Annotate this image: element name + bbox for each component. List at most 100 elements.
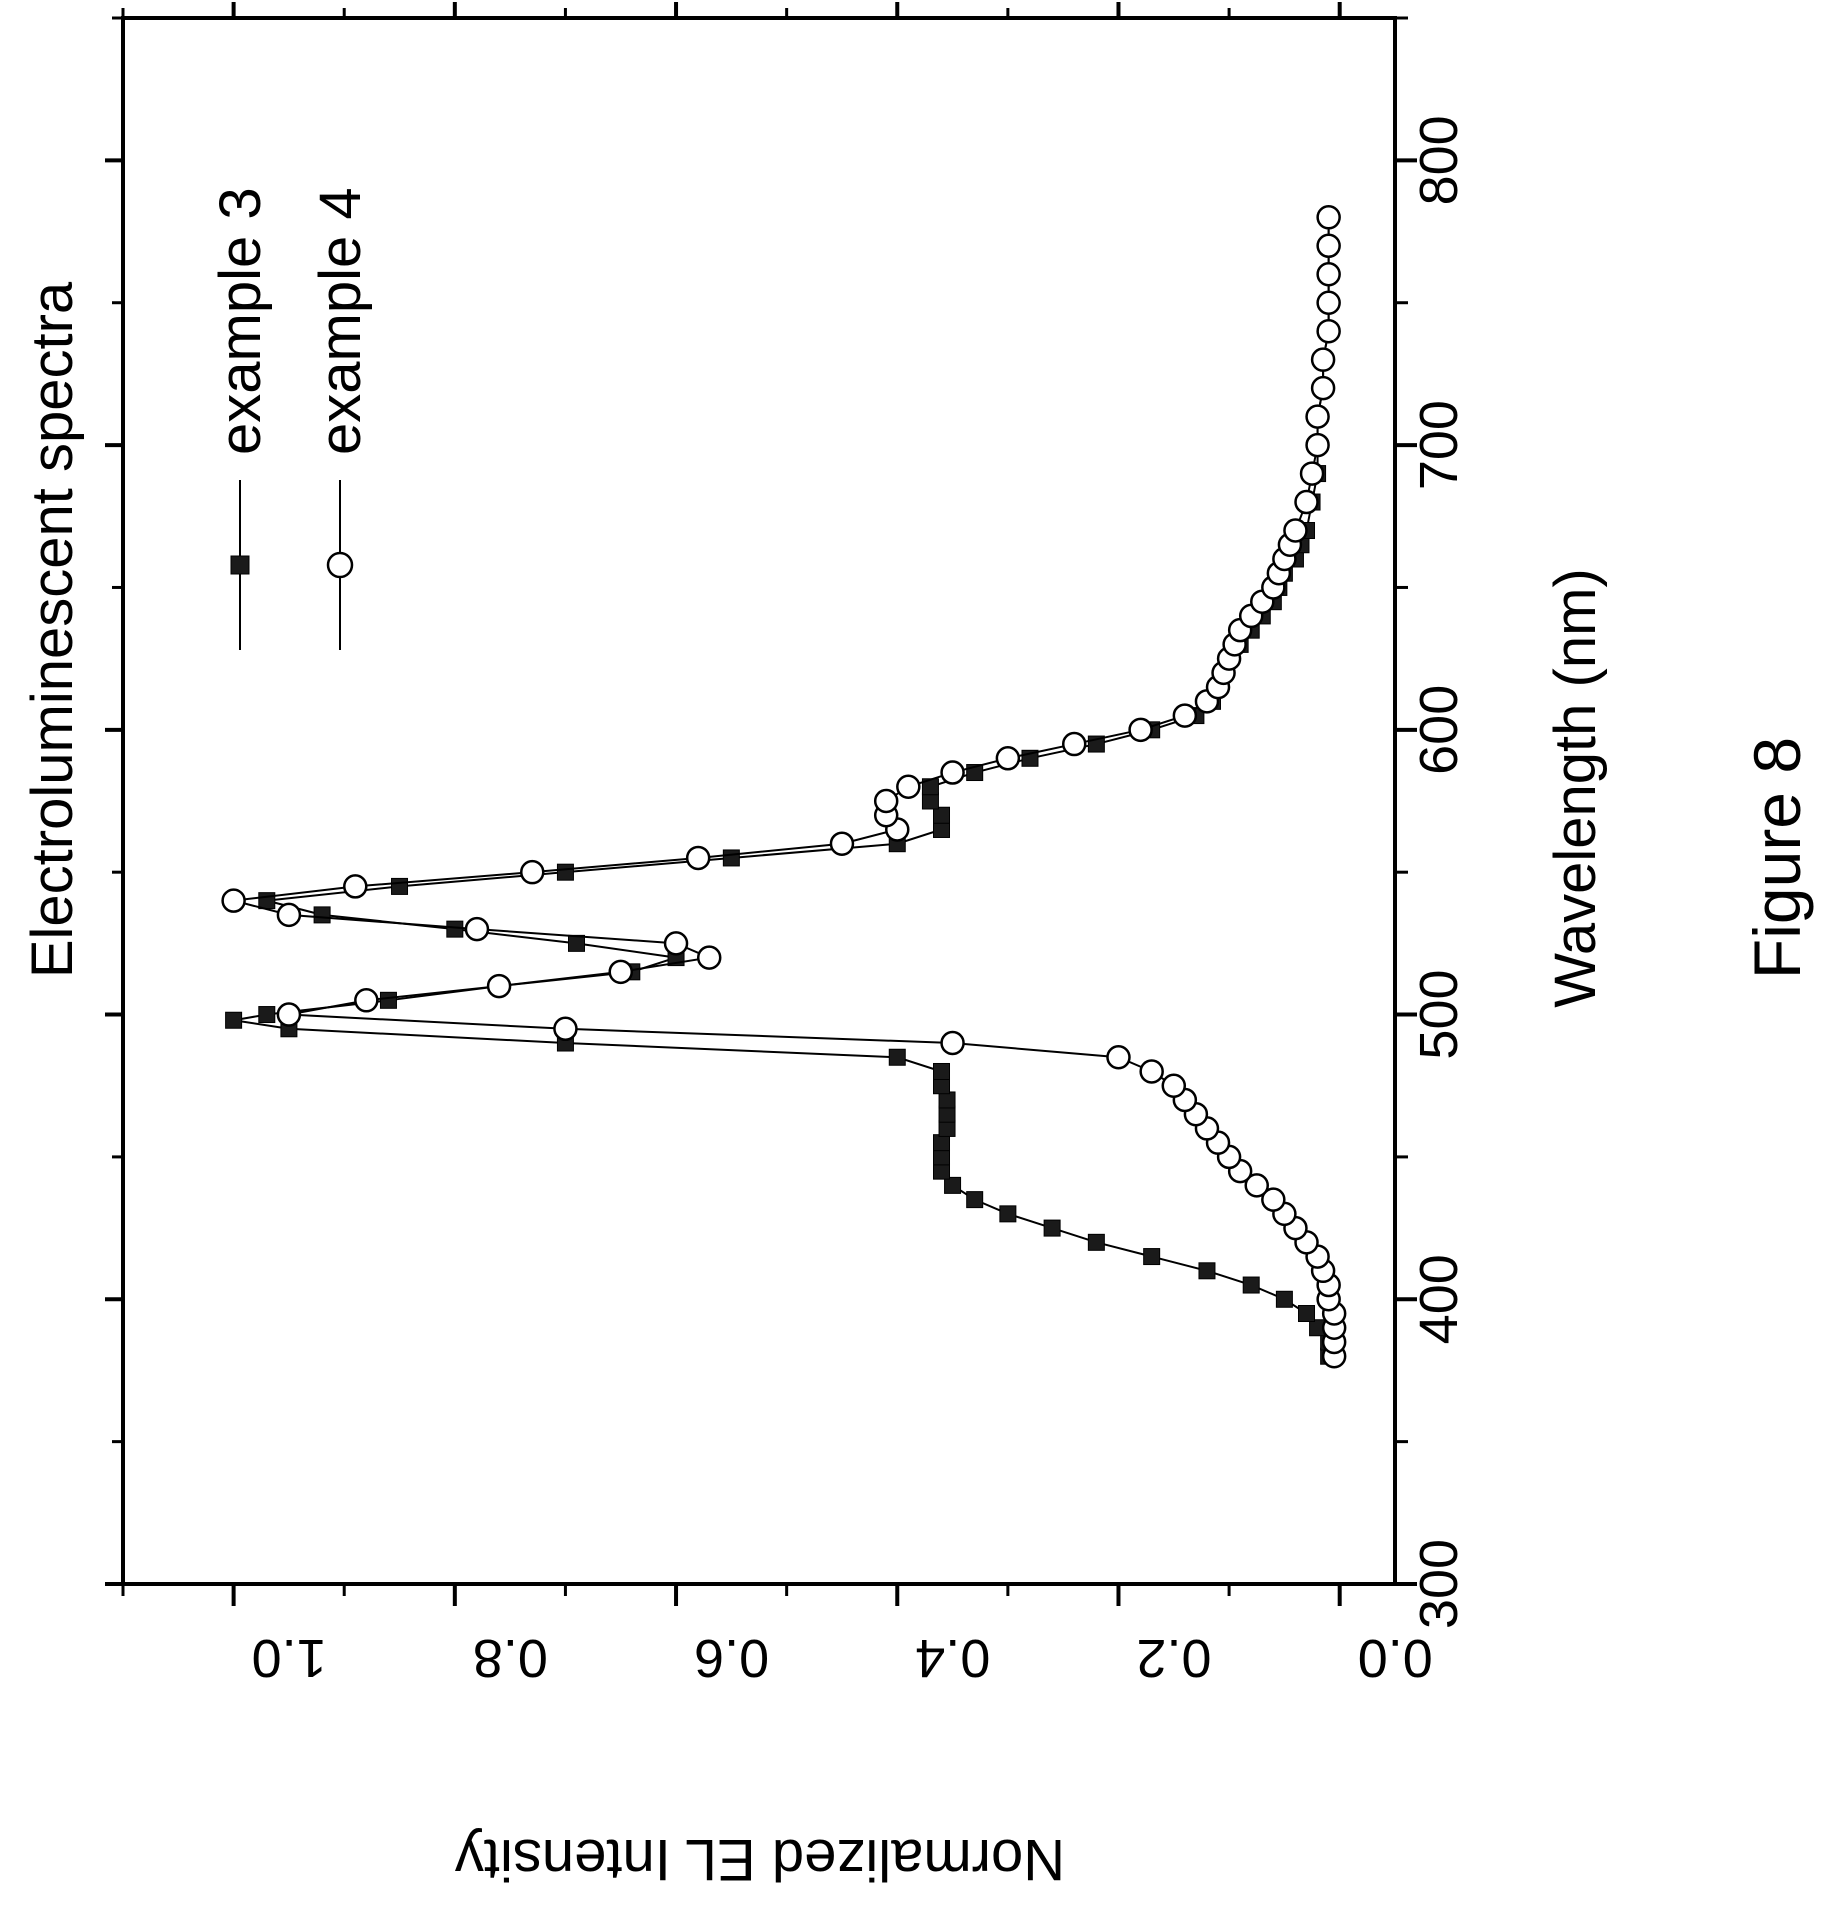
series-line	[233, 217, 1336, 1357]
x-tick-label: 400	[1409, 1254, 1469, 1344]
data-point-circle	[354, 988, 379, 1013]
data-point-square	[258, 1006, 276, 1024]
plot-area: 300 400 500 600 700 800 0.0 0.2 0.4 0.6 0.8 1.0 exa…	[105, 2, 1469, 1688]
series-layer	[221, 205, 1347, 1369]
data-point-circle	[1244, 1173, 1269, 1198]
axis-tick-labels: 300 400 500 600 700 800 0.0 0.2 0.4 0.6 0.8 1.0	[252, 115, 1469, 1688]
x-tick-label: 800	[1409, 115, 1469, 205]
data-point-square	[225, 1011, 243, 1029]
data-point-circle	[940, 760, 965, 785]
legend-label: example 3	[208, 187, 273, 455]
data-point-square	[938, 1105, 956, 1123]
data-point-circle	[1294, 489, 1319, 515]
data-point-circle	[553, 1016, 578, 1042]
data-point-square	[1198, 1262, 1216, 1280]
axis-ticks	[105, 2, 1417, 1606]
data-point-square	[446, 920, 464, 938]
data-point-circle	[1316, 233, 1341, 259]
x-tick-label: 500	[1409, 969, 1469, 1059]
data-point-circle	[1305, 404, 1330, 429]
series-1	[225, 208, 1338, 1365]
y-tick-label: 0.8	[473, 1628, 548, 1688]
chart-title: Electroluminescent spectra	[20, 281, 85, 978]
data-point-circle	[663, 931, 689, 956]
series-line	[233, 217, 1330, 1357]
data-point-square	[556, 863, 574, 881]
data-point-square	[1143, 1248, 1161, 1266]
data-point-circle	[343, 874, 368, 899]
y-tick-label: 0.4	[915, 1628, 990, 1688]
data-point-square	[921, 792, 939, 810]
x-tick-label: 600	[1409, 685, 1469, 775]
legend-label: example 4	[308, 187, 373, 455]
plot-frame	[121, 16, 1397, 1586]
data-point-square	[999, 1205, 1017, 1223]
data-point-circle	[696, 945, 722, 970]
data-point-circle	[276, 902, 302, 928]
data-point-square	[391, 877, 409, 895]
y-tick-label: 0.2	[1136, 1628, 1211, 1688]
data-point-circle	[1172, 703, 1198, 728]
x-tick-label: 300	[1409, 1539, 1469, 1629]
series-2	[221, 205, 1347, 1369]
data-point-circle	[1299, 461, 1325, 486]
data-point-circle	[464, 916, 490, 942]
data-point-circle	[1310, 347, 1336, 372]
data-point-circle	[1305, 432, 1330, 458]
data-point-square	[1043, 1219, 1061, 1237]
data-point-circle	[608, 959, 633, 985]
data-point-square	[722, 849, 740, 867]
data-point-square	[313, 906, 331, 924]
data-point-circle	[940, 1030, 965, 1056]
data-point-square	[933, 820, 951, 838]
data-point-square	[933, 1077, 951, 1095]
data-point-circle	[1106, 1045, 1131, 1070]
data-point-square	[933, 1148, 951, 1166]
data-point-square	[1275, 1290, 1293, 1308]
data-point-circle	[276, 1002, 302, 1027]
data-point-square	[258, 892, 276, 910]
data-point-square	[1298, 1305, 1316, 1323]
legend: example 3 example 4	[208, 187, 373, 650]
data-point-circle	[1261, 1187, 1286, 1212]
data-point-circle	[829, 831, 855, 856]
y-axis-label: Normalized EL Intensity	[455, 1827, 1065, 1892]
data-point-circle	[520, 859, 545, 885]
data-point-circle	[1061, 731, 1087, 757]
data-point-square	[567, 934, 585, 952]
data-point-square	[938, 1091, 956, 1109]
data-point-square	[944, 1176, 962, 1194]
legend-entry-1: example 3	[208, 187, 273, 650]
y-tick-label: 0.0	[1358, 1628, 1433, 1688]
data-point-circle	[1316, 262, 1341, 287]
data-point-circle	[1283, 518, 1308, 543]
data-point-square	[966, 1191, 984, 1209]
data-point-circle	[896, 774, 921, 800]
data-point-circle	[221, 888, 246, 913]
data-point-square	[938, 1119, 956, 1137]
data-point-square	[933, 1162, 951, 1180]
data-point-square	[933, 1134, 951, 1152]
legend-marker-square	[230, 555, 250, 575]
legend-marker-circle	[326, 551, 354, 579]
data-point-circle	[685, 845, 711, 871]
data-point-circle	[1316, 205, 1341, 230]
y-tick-label: 1.0	[252, 1628, 327, 1688]
data-point-square	[933, 806, 951, 824]
data-point-circle	[1161, 1073, 1187, 1098]
data-point-circle	[1316, 290, 1341, 315]
y-tick-label: 0.6	[694, 1628, 769, 1688]
data-point-circle	[1139, 1059, 1164, 1084]
data-point-circle	[1128, 717, 1153, 743]
data-point-circle	[1310, 375, 1336, 401]
data-point-square	[379, 991, 397, 1009]
legend-entry-2: example 4	[308, 187, 373, 650]
data-point-circle	[995, 746, 1021, 771]
data-point-square	[933, 1062, 951, 1080]
x-tick-label: 700	[1409, 400, 1469, 490]
x-axis-label: Wavelength (nm)	[1543, 568, 1608, 1007]
data-point-circle	[873, 788, 899, 814]
data-point-circle	[1316, 318, 1341, 344]
data-point-square	[1242, 1276, 1260, 1294]
data-point-circle	[486, 973, 512, 999]
